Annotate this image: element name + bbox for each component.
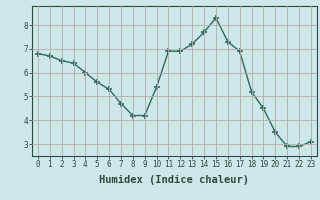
X-axis label: Humidex (Indice chaleur): Humidex (Indice chaleur) — [100, 175, 249, 185]
